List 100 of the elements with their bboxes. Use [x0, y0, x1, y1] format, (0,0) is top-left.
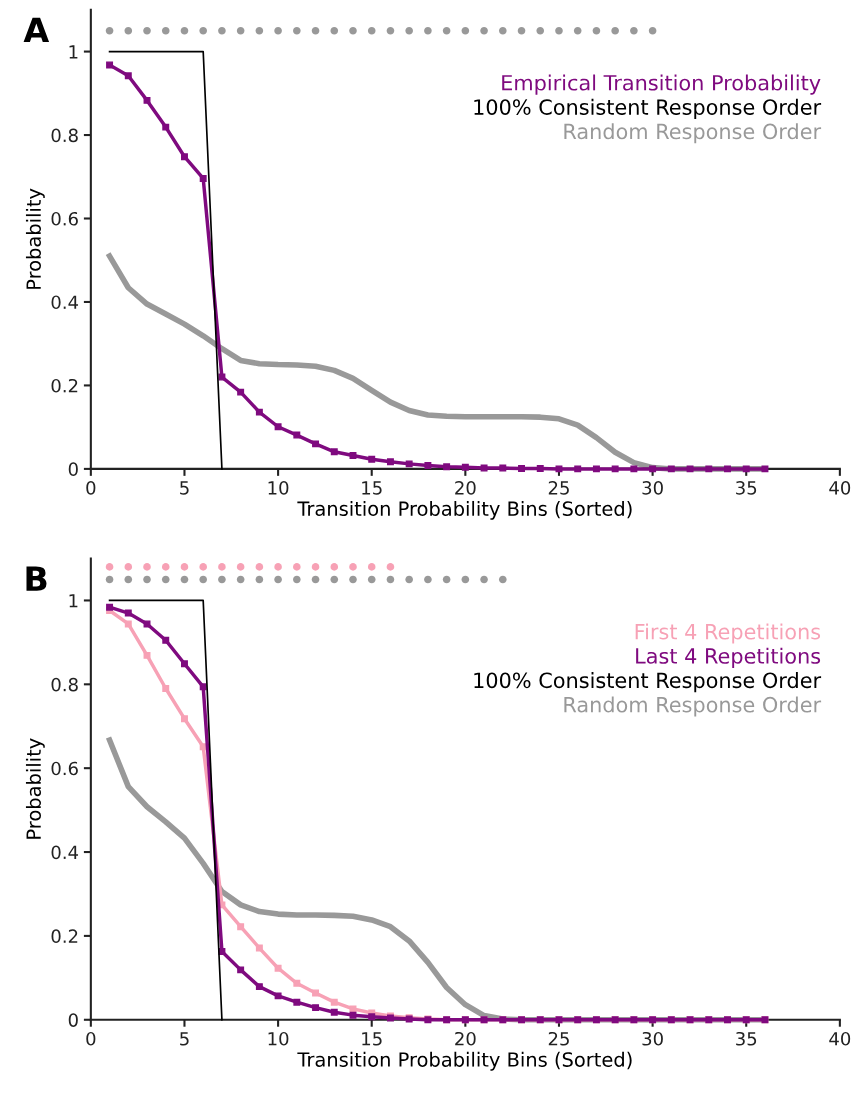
point [667, 465, 675, 473]
point [349, 1005, 357, 1013]
point [105, 563, 114, 571]
y-axis-title: Probability [25, 738, 45, 839]
x-tick-label: 15 [362, 1032, 382, 1046]
point [349, 563, 357, 571]
point [424, 462, 432, 470]
x-tick-label: 40 [829, 481, 851, 495]
x-tick-label: 10 [268, 481, 289, 495]
point [274, 575, 282, 584]
text: Random Response Order [564, 696, 822, 717]
x-tick-label: 25 [548, 1031, 569, 1046]
point [311, 563, 320, 571]
point [312, 989, 320, 997]
point [499, 575, 507, 584]
point [161, 575, 170, 584]
point [592, 26, 601, 35]
point [274, 992, 282, 1000]
point [218, 373, 226, 381]
text: Random Response Order [564, 123, 822, 144]
point [330, 448, 338, 456]
point [480, 26, 488, 35]
point [180, 575, 189, 584]
x-axis-title: Transition Probability Bins (Sorted) [297, 500, 632, 520]
point [386, 26, 395, 35]
point [518, 465, 526, 472]
point [255, 408, 263, 416]
point [611, 26, 619, 35]
point [124, 609, 132, 617]
point [592, 465, 600, 473]
y-tick-label: 0.6 [51, 761, 78, 776]
point [274, 563, 282, 571]
point [424, 575, 432, 584]
point [236, 26, 245, 35]
y-tick-label: 0.4 [51, 295, 79, 310]
point [368, 1013, 376, 1021]
point [105, 575, 114, 584]
text: B [26, 566, 47, 591]
point [255, 26, 264, 35]
point [442, 26, 451, 35]
point [480, 464, 488, 472]
point [105, 26, 114, 35]
point [143, 96, 151, 104]
point [124, 72, 132, 80]
text: Empirical Transition Probability [502, 74, 821, 95]
text: Last 4 Repetitions [636, 647, 821, 668]
y-tick-label: 0.2 [51, 378, 78, 393]
point [293, 575, 301, 584]
point [180, 563, 189, 571]
point [630, 26, 638, 35]
point [218, 26, 226, 35]
point [499, 26, 507, 35]
point [368, 455, 376, 463]
point [405, 26, 413, 35]
point [461, 463, 469, 471]
x-tick-label: 35 [736, 481, 757, 495]
x-tick-label: 5 [180, 481, 189, 495]
point [311, 575, 320, 584]
point [180, 153, 188, 161]
point [255, 575, 264, 584]
text: A [23, 17, 50, 42]
point [349, 26, 357, 35]
y-tick-label: 0.8 [51, 677, 78, 692]
point [274, 423, 282, 431]
point [255, 563, 264, 571]
point [124, 575, 133, 584]
point [573, 26, 582, 35]
point [106, 61, 114, 69]
point [180, 26, 189, 35]
point [349, 1011, 357, 1019]
point [443, 463, 451, 471]
point [199, 26, 207, 35]
y-tick-label: 0 [68, 462, 78, 477]
y-tick-label: 0.6 [51, 211, 78, 226]
point [648, 26, 657, 35]
x-tick-label: 40 [829, 1031, 851, 1046]
point [461, 26, 470, 35]
point [162, 685, 170, 692]
point [405, 460, 413, 468]
point [724, 465, 731, 473]
point [517, 26, 526, 35]
point [424, 26, 432, 35]
point [312, 440, 320, 448]
point [293, 998, 301, 1006]
point [143, 563, 151, 571]
point [237, 388, 245, 396]
x-tick-label: 0 [86, 481, 96, 495]
point [161, 26, 170, 35]
point [274, 964, 282, 972]
point [349, 452, 357, 460]
point [761, 465, 769, 473]
point [367, 563, 376, 571]
x-tick-label: 10 [268, 1031, 289, 1046]
point [630, 465, 638, 473]
point [255, 983, 263, 991]
point [199, 683, 207, 691]
y-tick-label: 0.8 [51, 128, 78, 143]
point [124, 620, 132, 628]
text: 100% Consistent Response Order [474, 98, 822, 119]
point [367, 26, 376, 35]
